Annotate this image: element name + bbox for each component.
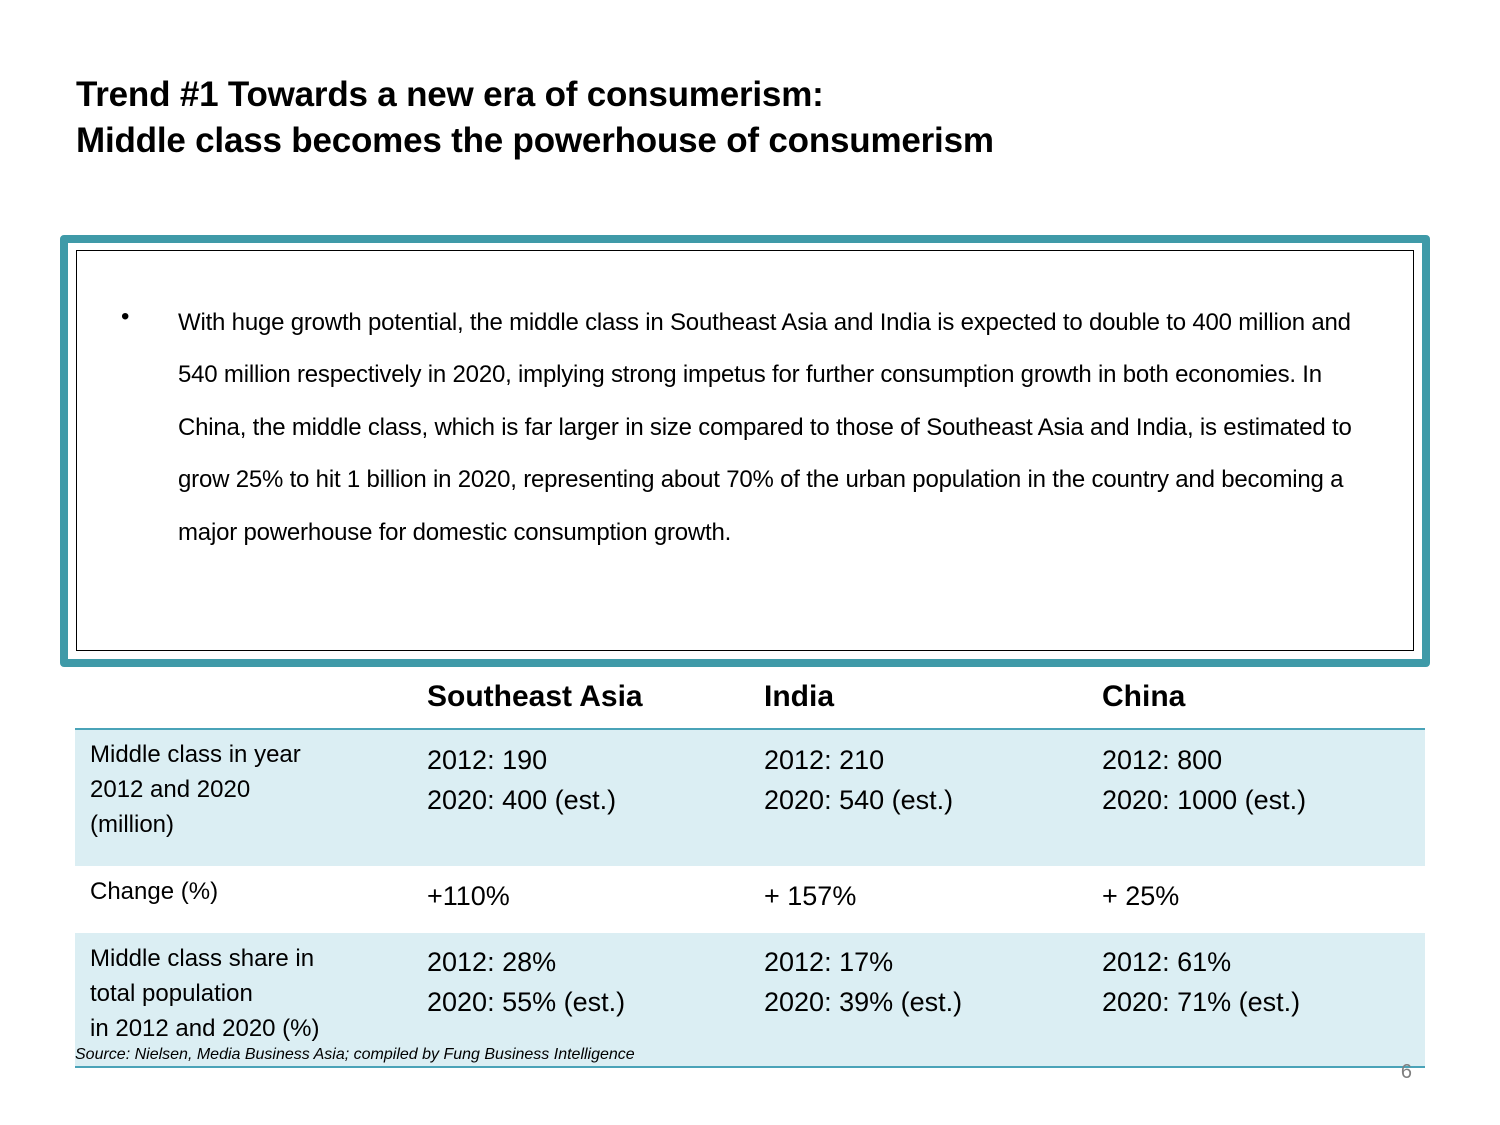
row-label-line: (million) — [90, 811, 174, 838]
cell-line: 2012: 28% — [427, 947, 557, 977]
row-label-line: total population — [90, 980, 253, 1007]
row-label-line: Change (%) — [90, 878, 219, 905]
slide-title: Trend #1 Towards a new era of consumeris… — [76, 72, 994, 164]
cell-line: +110% — [427, 881, 510, 911]
source-note: Source: Nielsen, Media Business Asia; co… — [75, 1046, 635, 1063]
row-label-line: Middle class share in — [90, 945, 315, 972]
summary-box: • With huge growth potential, the middle… — [60, 235, 1430, 667]
cell-southeast-asia: 2012: 28% 2020: 55% (est.) — [427, 933, 764, 1068]
cell-line: 2012: 800 — [1102, 745, 1223, 775]
header-southeast-asia: Southeast Asia — [427, 666, 764, 730]
row-label: Middle class in year 2012 and 2020 (mill… — [75, 729, 427, 866]
cell-china: + 25% — [1102, 866, 1425, 933]
cell-line: 2012: 17% — [764, 947, 894, 977]
cell-china: 2012: 800 2020: 1000 (est.) — [1102, 729, 1425, 866]
cell-line: 2020: 55% (est.) — [427, 987, 626, 1017]
table-header-row: Southeast Asia India China — [75, 666, 1425, 730]
row-label: Change (%) — [75, 866, 427, 933]
cell-line: 2020: 540 (est.) — [764, 785, 954, 815]
title-line-2: Middle class becomes the powerhouse of c… — [76, 121, 994, 160]
bullet-icon: • — [121, 303, 130, 330]
middle-class-table: Southeast Asia India China Middle class … — [75, 666, 1425, 1068]
summary-box-inner-frame: • With huge growth potential, the middle… — [76, 250, 1414, 651]
cell-line: 2020: 400 (est.) — [427, 785, 617, 815]
header-china: China — [1102, 666, 1425, 730]
table-row-population-share: Middle class share in total population i… — [75, 933, 1425, 1068]
cell-line: 2012: 190 — [427, 745, 548, 775]
cell-line: + 25% — [1102, 881, 1180, 911]
summary-text: With huge growth potential, the middle c… — [178, 309, 1352, 546]
cell-southeast-asia: 2012: 190 2020: 400 (est.) — [427, 729, 764, 866]
cell-india: 2012: 210 2020: 540 (est.) — [764, 729, 1102, 866]
cell-line: 2012: 61% — [1102, 947, 1232, 977]
cell-line: 2020: 1000 (est.) — [1102, 785, 1307, 815]
page-number: 6 — [1400, 1061, 1412, 1083]
cell-india: 2012: 17% 2020: 39% (est.) — [764, 933, 1102, 1068]
table-row-change: Change (%) +110% + 157% + 25% — [75, 866, 1425, 933]
row-label: Middle class share in total population i… — [75, 933, 427, 1068]
header-blank — [75, 666, 427, 730]
title-line-1: Trend #1 Towards a new era of consumeris… — [76, 75, 824, 114]
cell-line: 2020: 71% (est.) — [1102, 987, 1301, 1017]
table-row-middle-class-size: Middle class in year 2012 and 2020 (mill… — [75, 729, 1425, 866]
cell-line: 2020: 39% (est.) — [764, 987, 963, 1017]
row-label-line: 2012 and 2020 — [90, 776, 251, 803]
cell-india: + 157% — [764, 866, 1102, 933]
cell-southeast-asia: +110% — [427, 866, 764, 933]
row-label-line: in 2012 and 2020 (%) — [90, 1015, 320, 1042]
cell-china: 2012: 61% 2020: 71% (est.) — [1102, 933, 1425, 1068]
header-india: India — [764, 666, 1102, 730]
cell-line: 2012: 210 — [764, 745, 885, 775]
cell-line: + 157% — [764, 881, 857, 911]
row-label-line: Middle class in year — [90, 741, 301, 768]
